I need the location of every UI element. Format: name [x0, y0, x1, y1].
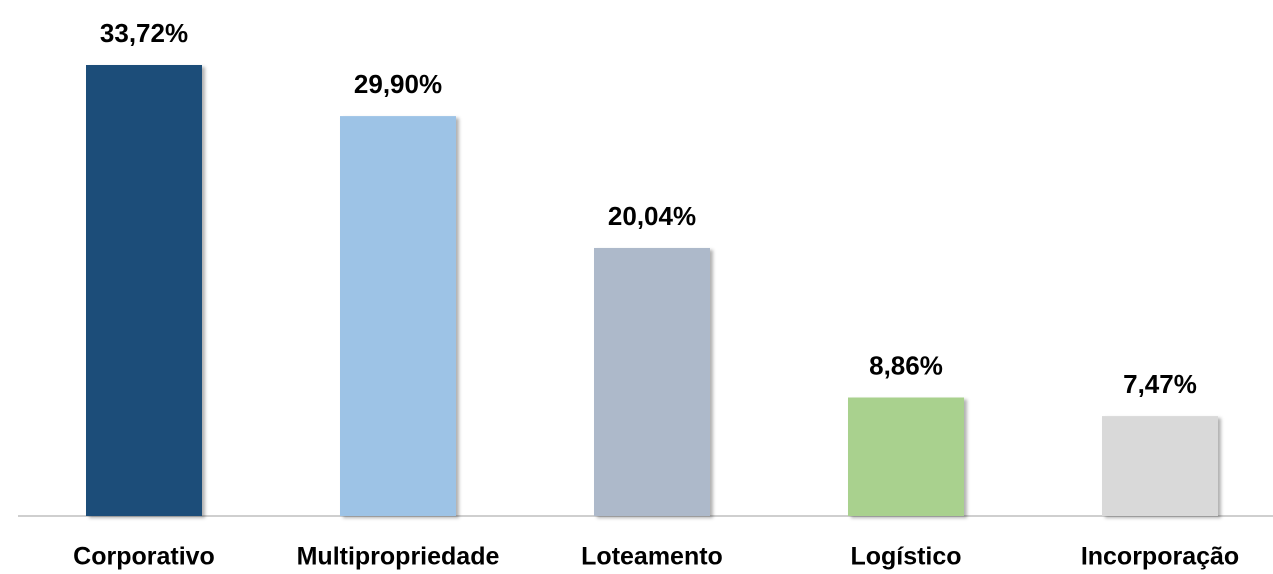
value-label: 29,90%: [354, 69, 442, 99]
x-tick-label: Loteamento: [581, 543, 723, 571]
bar: [86, 65, 202, 516]
bar: [848, 397, 964, 516]
bar: [340, 116, 456, 517]
value-label: 33,72%: [100, 18, 188, 48]
x-tick-label: Corporativo: [73, 543, 215, 571]
value-label: 8,86%: [869, 350, 943, 380]
value-label: 7,47%: [1123, 369, 1197, 399]
value-label: 20,04%: [608, 201, 696, 231]
x-tick-label: Incorporação: [1081, 543, 1239, 571]
x-tick-label: Logístico: [850, 543, 961, 571]
x-tick-label: Multipropriedade: [297, 543, 500, 571]
bar: [594, 247, 710, 517]
bar: [1102, 416, 1218, 516]
